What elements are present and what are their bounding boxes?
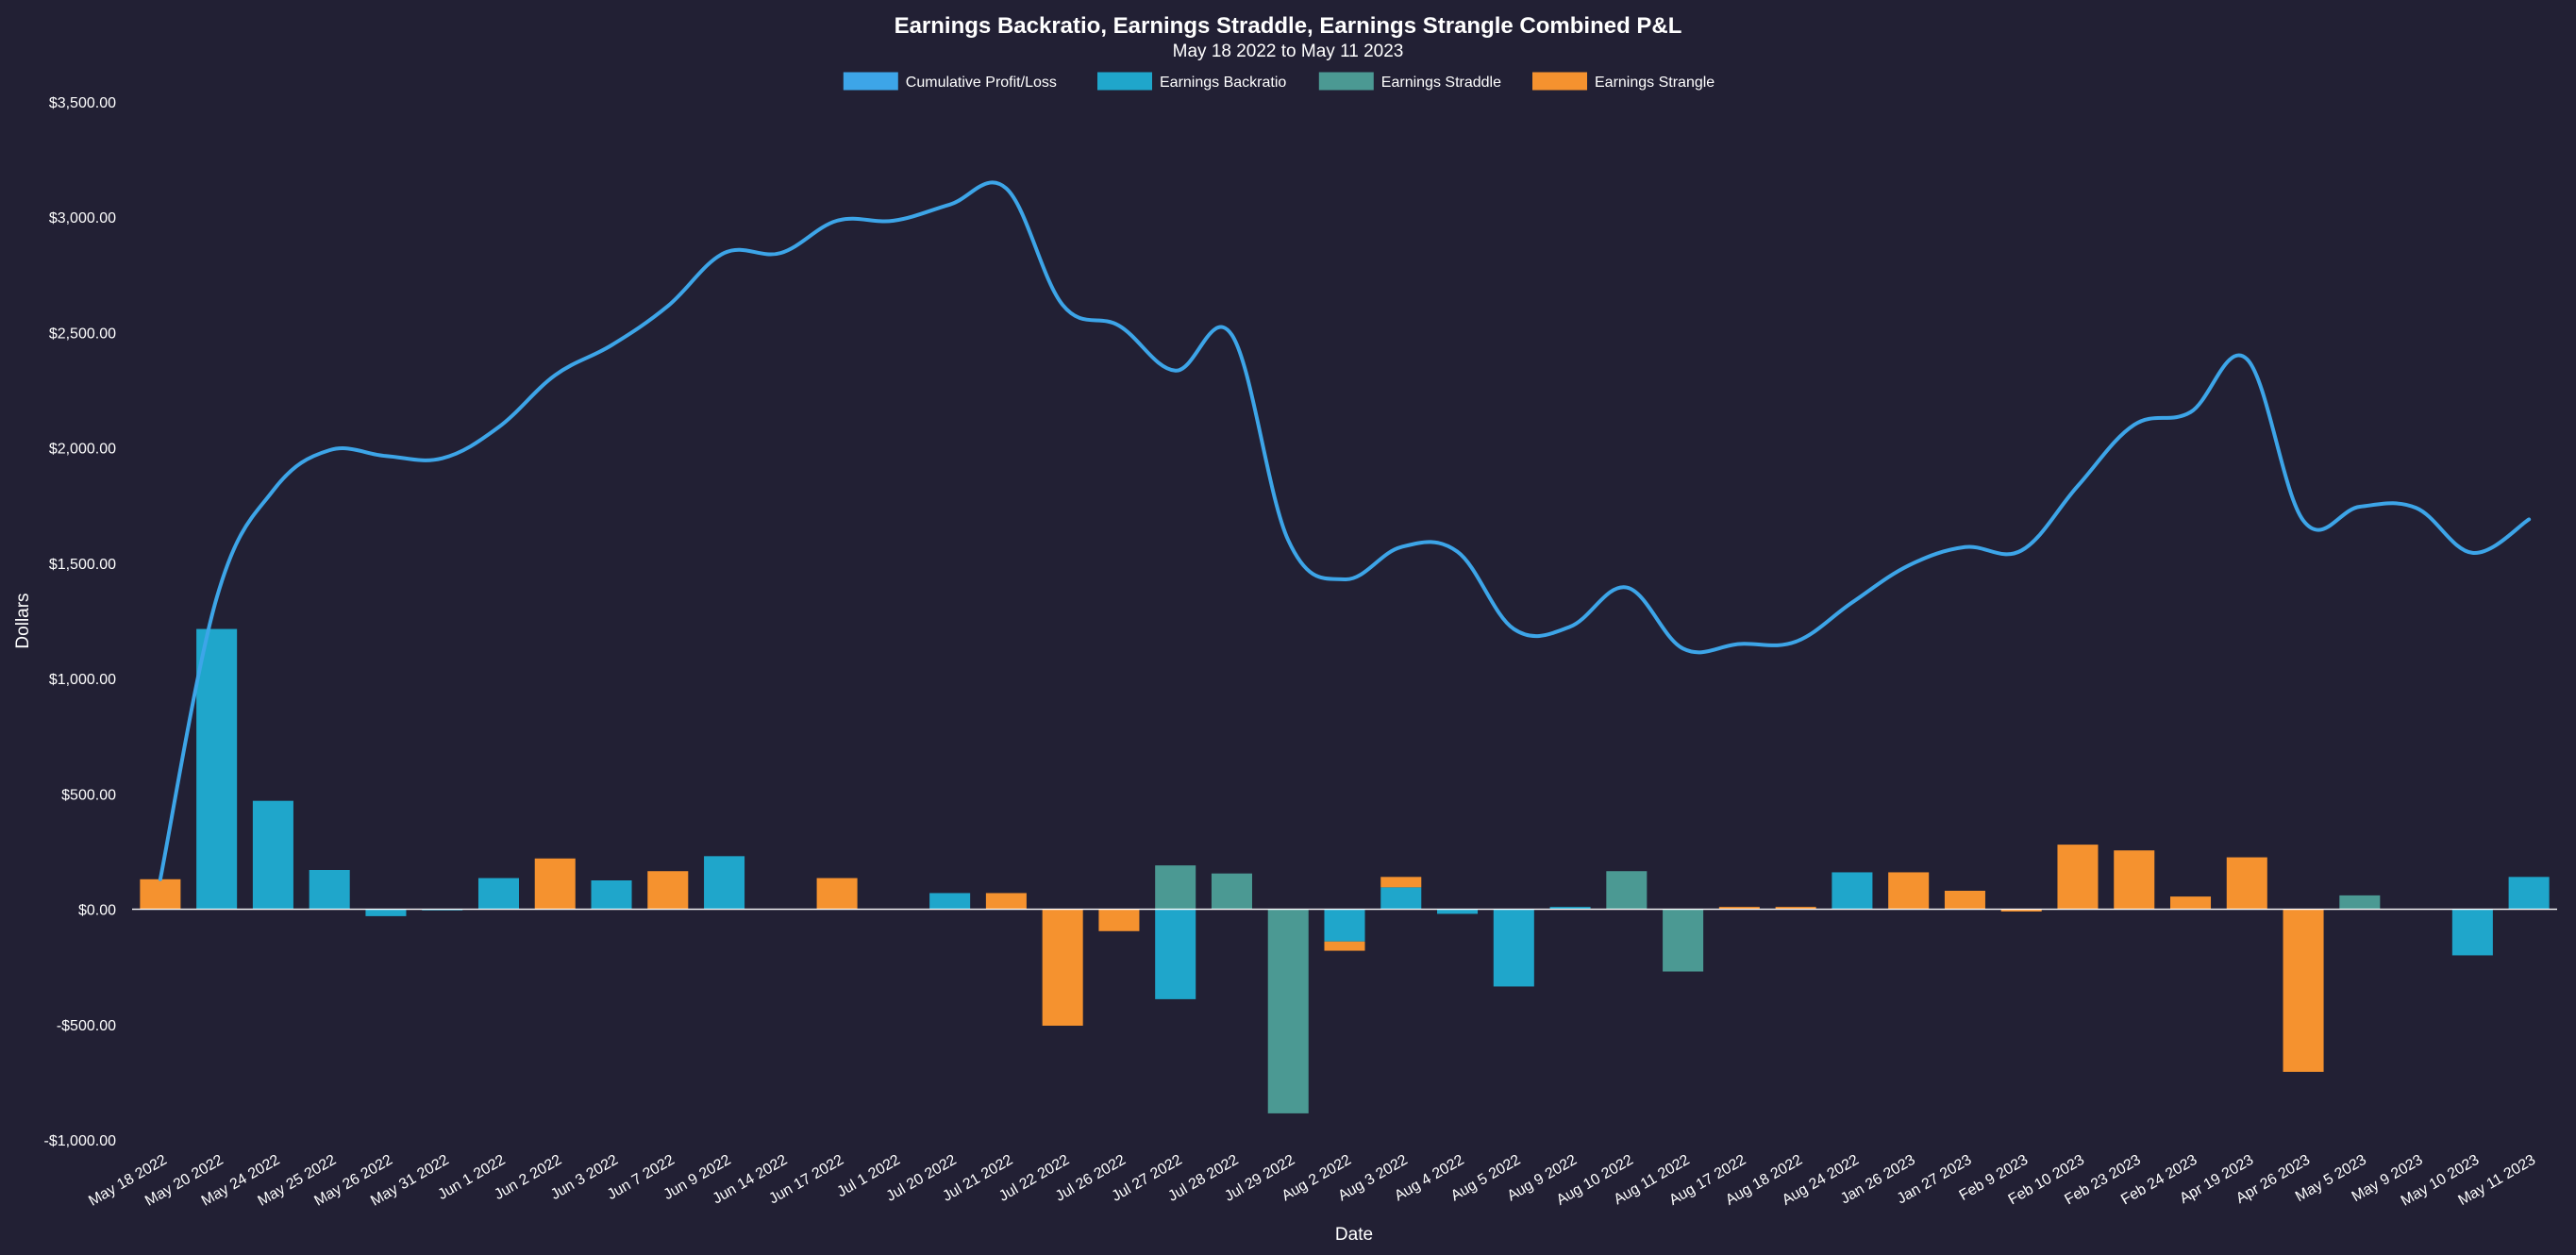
bar-earnings-strangle-9 bbox=[647, 871, 689, 910]
y-tick-label: $2,000.00 bbox=[49, 442, 116, 458]
bar-earnings-strangle-21 bbox=[1324, 941, 1365, 951]
legend-label-1: Earnings Backratio bbox=[1160, 75, 1286, 91]
bar-earnings-backratio-10 bbox=[704, 856, 745, 910]
legend-swatch-0 bbox=[843, 72, 898, 91]
bar-earnings-strangle-28 bbox=[1718, 907, 1760, 910]
bar-earnings-backratio-25 bbox=[1549, 907, 1591, 910]
y-tick-label: $1,500.00 bbox=[49, 557, 116, 573]
bar-earnings-strangle-34 bbox=[2057, 845, 2099, 910]
bar-earnings-backratio-4 bbox=[365, 909, 407, 916]
y-tick-label: $0.00 bbox=[78, 903, 116, 919]
bar-earnings-backratio-41 bbox=[2451, 909, 2493, 956]
y-tick-label: $3,500.00 bbox=[49, 95, 116, 111]
x-axis-title: Date bbox=[1335, 1225, 1373, 1245]
bar-earnings-strangle-32 bbox=[1944, 891, 1985, 910]
bar-earnings-backratio-2 bbox=[252, 800, 293, 910]
bar-earnings-strangle-33 bbox=[2000, 909, 2042, 912]
bar-earnings-straddle-18 bbox=[1155, 865, 1196, 910]
legend-label-2: Earnings Straddle bbox=[1381, 75, 1501, 91]
bar-earnings-strangle-37 bbox=[2226, 857, 2267, 910]
bar-earnings-backratio-24 bbox=[1493, 909, 1534, 987]
y-tick-label: -$500.00 bbox=[57, 1018, 116, 1034]
bar-earnings-strangle-7 bbox=[534, 858, 576, 910]
bar-earnings-backratio-6 bbox=[477, 878, 520, 910]
y-tick-label: $500.00 bbox=[61, 787, 116, 803]
legend-swatch-2 bbox=[1318, 72, 1374, 91]
bar-earnings-strangle-16 bbox=[1042, 909, 1083, 1026]
bar-earnings-straddle-27 bbox=[1663, 909, 1704, 972]
chart-title: Earnings Backratio, Earnings Straddle, E… bbox=[895, 13, 1682, 39]
y-tick-label: $3,000.00 bbox=[49, 210, 116, 226]
cumulative-line-group bbox=[158, 180, 2532, 881]
bar-earnings-strangle-17 bbox=[1098, 909, 1140, 931]
bar-earnings-strangle-12 bbox=[816, 878, 858, 910]
bar-earnings-backratio-8 bbox=[591, 880, 632, 910]
y-tick-label: $1,000.00 bbox=[49, 672, 116, 688]
bar-earnings-backratio-30 bbox=[1832, 872, 1873, 910]
y-axis-title: Dollars bbox=[13, 593, 33, 648]
bar-earnings-straddle-19 bbox=[1211, 873, 1252, 910]
bar-earnings-straddle-26 bbox=[1606, 871, 1648, 910]
bar-earnings-strangle-31 bbox=[1888, 872, 1930, 910]
legend-swatch-1 bbox=[1097, 72, 1152, 91]
bars bbox=[140, 628, 2550, 1113]
bar-earnings-backratio-23 bbox=[1437, 909, 1479, 914]
bar-earnings-backratio-1 bbox=[196, 628, 238, 910]
bar-earnings-backratio-18 bbox=[1155, 909, 1196, 999]
bar-earnings-strangle-15 bbox=[985, 893, 1027, 910]
bar-earnings-backratio-3 bbox=[309, 870, 350, 910]
cumulative-pl-line bbox=[158, 180, 2532, 881]
bar-earnings-strangle-0 bbox=[140, 878, 181, 910]
legend: Cumulative Profit/Loss Earnings Backratio… bbox=[843, 72, 1715, 91]
bar-earnings-strangle-22 bbox=[1380, 877, 1422, 888]
bar-earnings-strangle-29 bbox=[1775, 907, 1816, 910]
bar-earnings-backratio-21 bbox=[1324, 909, 1365, 942]
chart-subtitle: May 18 2022 to May 11 2023 bbox=[1173, 42, 1404, 61]
y-axis: $3,500.00 $3,000.00 $2,500.00 $2,000.00 $1,5… bbox=[43, 95, 116, 1149]
bar-earnings-backratio-14 bbox=[929, 893, 971, 910]
bar-earnings-straddle-39 bbox=[2339, 895, 2381, 910]
bar-earnings-backratio-22 bbox=[1380, 887, 1422, 910]
y-tick-label: -$1,000.00 bbox=[43, 1133, 116, 1149]
bar-earnings-strangle-38 bbox=[2283, 909, 2324, 1072]
legend-label-0: Cumulative Profit/Loss bbox=[906, 75, 1057, 91]
legend-label-3: Earnings Strangle bbox=[1595, 75, 1715, 91]
bar-earnings-strangle-36 bbox=[2169, 896, 2212, 910]
bar-earnings-straddle-20 bbox=[1267, 909, 1309, 1113]
bar-earnings-backratio-42 bbox=[2508, 877, 2550, 910]
y-tick-label: $2,500.00 bbox=[49, 326, 116, 342]
legend-swatch-3 bbox=[1532, 72, 1587, 91]
bar-earnings-strangle-35 bbox=[2114, 850, 2155, 910]
